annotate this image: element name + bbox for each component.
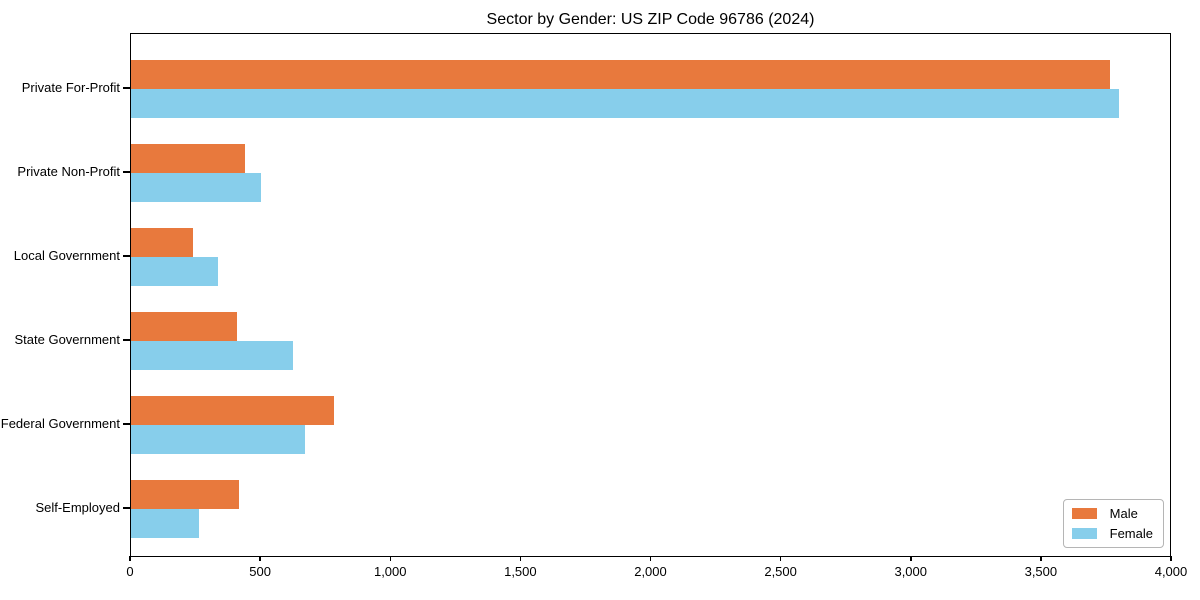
x-tick-mark — [649, 556, 652, 561]
x-tick-mark — [519, 556, 522, 561]
bar-female-federal-government — [131, 425, 306, 454]
y-axis-label-local-government: Local Government — [13, 248, 120, 263]
x-axis-label-2-500: 2,500 — [764, 564, 797, 579]
y-axis-label-state-government: State Government — [14, 332, 121, 347]
bar-male-state-government — [131, 312, 238, 341]
x-tick-mark — [910, 556, 912, 561]
bar-male-local-government — [131, 228, 194, 257]
legend-item-female: Female — [1071, 526, 1153, 541]
y-tick-mark — [123, 339, 130, 341]
bar-female-private-non-profit — [131, 173, 261, 202]
bar-female-private-for-profit — [131, 89, 1120, 118]
x-axis-label-1-000: 1,000 — [373, 564, 407, 579]
x-tick-mark — [1170, 556, 1172, 561]
chart-title: Sector by Gender: US ZIP Code 96786 (202… — [486, 11, 815, 28]
bar-female-local-government — [131, 257, 219, 286]
y-axis-label-federal-government: Federal Government — [0, 416, 120, 431]
bar-female-state-government — [131, 341, 294, 370]
x-tick-mark — [259, 556, 261, 561]
plot-area: Male Female — [130, 33, 1171, 557]
bar-male-private-for-profit — [131, 60, 1111, 89]
bar-male-federal-government — [131, 396, 334, 425]
bar-female-self-employed — [131, 509, 199, 538]
legend: Male Female — [1062, 499, 1164, 548]
y-axis-label-private-for-profit: Private For-Profit — [21, 80, 120, 95]
x-axis-label-2-000: 2,000 — [634, 564, 667, 579]
y-tick-mark — [123, 171, 130, 173]
bar-male-self-employed — [131, 480, 239, 509]
y-axis-label-self-employed: Self-Employed — [35, 500, 120, 515]
x-tick-mark — [389, 556, 391, 561]
x-tick-mark — [1040, 556, 1042, 561]
y-tick-mark — [123, 423, 130, 425]
x-tick-mark — [779, 556, 782, 561]
x-axis-label-500: 500 — [249, 564, 271, 579]
y-axis-label-private-non-profit: Private Non-Profit — [17, 164, 120, 179]
female-swatch-icon — [1071, 528, 1097, 539]
legend-label-female: Female — [1109, 526, 1153, 541]
x-axis-label-0: 0 — [126, 564, 134, 579]
x-axis-label-4-000: 4,000 — [1154, 564, 1188, 579]
legend-item-male: Male — [1071, 506, 1153, 521]
x-tick-mark — [129, 556, 131, 561]
x-axis-label-3-500: 3,500 — [1024, 564, 1058, 579]
male-swatch-icon — [1071, 508, 1097, 519]
x-axis-label-1-500: 1,500 — [504, 564, 537, 579]
y-tick-mark — [123, 507, 130, 509]
x-axis-label-3-000: 3,000 — [894, 564, 928, 579]
y-tick-mark — [123, 87, 130, 89]
bar-male-private-non-profit — [131, 144, 246, 173]
legend-label-male: Male — [1109, 506, 1138, 521]
y-tick-mark — [123, 255, 130, 257]
